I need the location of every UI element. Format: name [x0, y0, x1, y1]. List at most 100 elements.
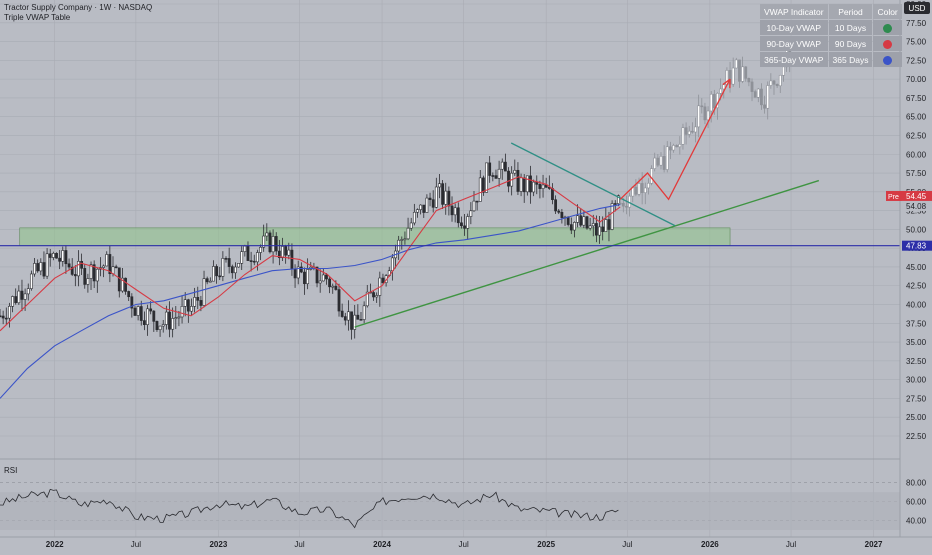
vwap-line: [0, 204, 621, 399]
candle: [296, 266, 300, 279]
candle: [205, 278, 209, 283]
projection-candle: [647, 182, 650, 189]
candle: [183, 299, 187, 307]
candle: [303, 271, 306, 285]
candle: [306, 269, 310, 285]
candle: [485, 162, 488, 193]
candle: [67, 263, 71, 268]
candle: [340, 310, 344, 317]
candle: [475, 200, 479, 203]
candle: [453, 207, 457, 216]
projection-candle: [684, 127, 688, 135]
candle: [105, 254, 109, 267]
candle: [318, 280, 322, 284]
projection-candle: [775, 83, 779, 87]
candle: [274, 236, 278, 252]
candle: [500, 161, 504, 170]
candle: [268, 232, 272, 253]
candle: [61, 250, 65, 262]
resistance-trendline: [510, 142, 676, 227]
price-tick-label: 72.50: [906, 56, 927, 65]
candle: [224, 258, 228, 260]
price-tick-label: 65.00: [906, 113, 927, 122]
candle: [362, 305, 366, 320]
projection-candle: [653, 157, 657, 169]
candle: [29, 273, 33, 289]
candle: [158, 325, 162, 330]
projection-candle: [643, 187, 647, 193]
projection-candle: [741, 66, 745, 82]
rsi-tick-label: 80.00: [906, 479, 927, 488]
candle: [48, 253, 52, 258]
candle: [77, 260, 80, 277]
projection-candle: [672, 145, 675, 151]
candle: [55, 253, 58, 259]
candle: [507, 170, 510, 187]
projection-candle: [744, 66, 748, 79]
candle: [299, 266, 303, 273]
projection-candle: [772, 80, 776, 85]
projection-candle: [750, 81, 754, 92]
indicator-name: Triple VWAP Table: [4, 13, 71, 22]
candle: [155, 321, 159, 330]
projection-candle: [734, 59, 738, 69]
vwap-table-header: VWAP Indicator Period Color: [760, 4, 902, 19]
projection-candle: [706, 110, 710, 121]
mid-price-tag: [902, 200, 932, 211]
candle: [23, 293, 27, 300]
projection-candle: [681, 127, 685, 145]
candle: [92, 264, 96, 282]
candle: [70, 266, 74, 275]
candle: [199, 300, 203, 306]
price-tick-label: 22.50: [906, 432, 927, 441]
price-tick-label: 57.50: [906, 169, 927, 178]
candle: [616, 195, 620, 204]
candle: [538, 184, 542, 189]
candle: [114, 266, 118, 269]
level-price-tag: [902, 240, 932, 251]
time-tick-label: 2026: [701, 540, 719, 549]
vwap-row: 10-Day VWAP 10 Days: [760, 20, 902, 35]
currency-label: USD: [909, 4, 926, 13]
currency-badge: [904, 2, 930, 14]
candle: [343, 316, 347, 321]
vwap-table: VWAP Indicator Period Color 10-Day VWAP …: [759, 3, 903, 68]
candle: [359, 319, 363, 321]
candle: [325, 274, 328, 280]
candle: [127, 291, 131, 298]
rsi-label: RSI: [4, 466, 18, 475]
candle: [130, 296, 134, 309]
candle: [334, 285, 338, 290]
candle: [190, 306, 193, 312]
ema-line: [0, 176, 621, 332]
candle: [177, 316, 181, 319]
candle: [466, 216, 470, 229]
candle: [243, 245, 247, 252]
candle: [174, 317, 178, 319]
candle: [108, 254, 112, 275]
time-tick-label: Jul: [786, 540, 796, 549]
vwap-row-indicator: 90-Day VWAP: [760, 36, 828, 51]
vwap-header-color: Color: [873, 4, 902, 19]
candle: [551, 188, 554, 200]
pre-tag: [886, 190, 902, 201]
price-tick-label: 30.00: [906, 376, 927, 385]
candle: [121, 277, 124, 292]
candle: [347, 311, 350, 321]
candle: [372, 292, 375, 298]
price-tick-label: 62.50: [906, 131, 927, 140]
candle: [139, 306, 143, 321]
candle: [579, 215, 583, 226]
candle: [601, 226, 605, 232]
candle: [560, 211, 564, 218]
vwap-row-indicator: 10-Day VWAP: [760, 20, 828, 35]
candle: [124, 277, 127, 292]
candle: [412, 211, 416, 224]
projection-candle: [659, 156, 663, 166]
candle: [598, 226, 601, 236]
candle: [400, 239, 404, 241]
candle: [287, 249, 291, 256]
candle: [331, 285, 335, 288]
